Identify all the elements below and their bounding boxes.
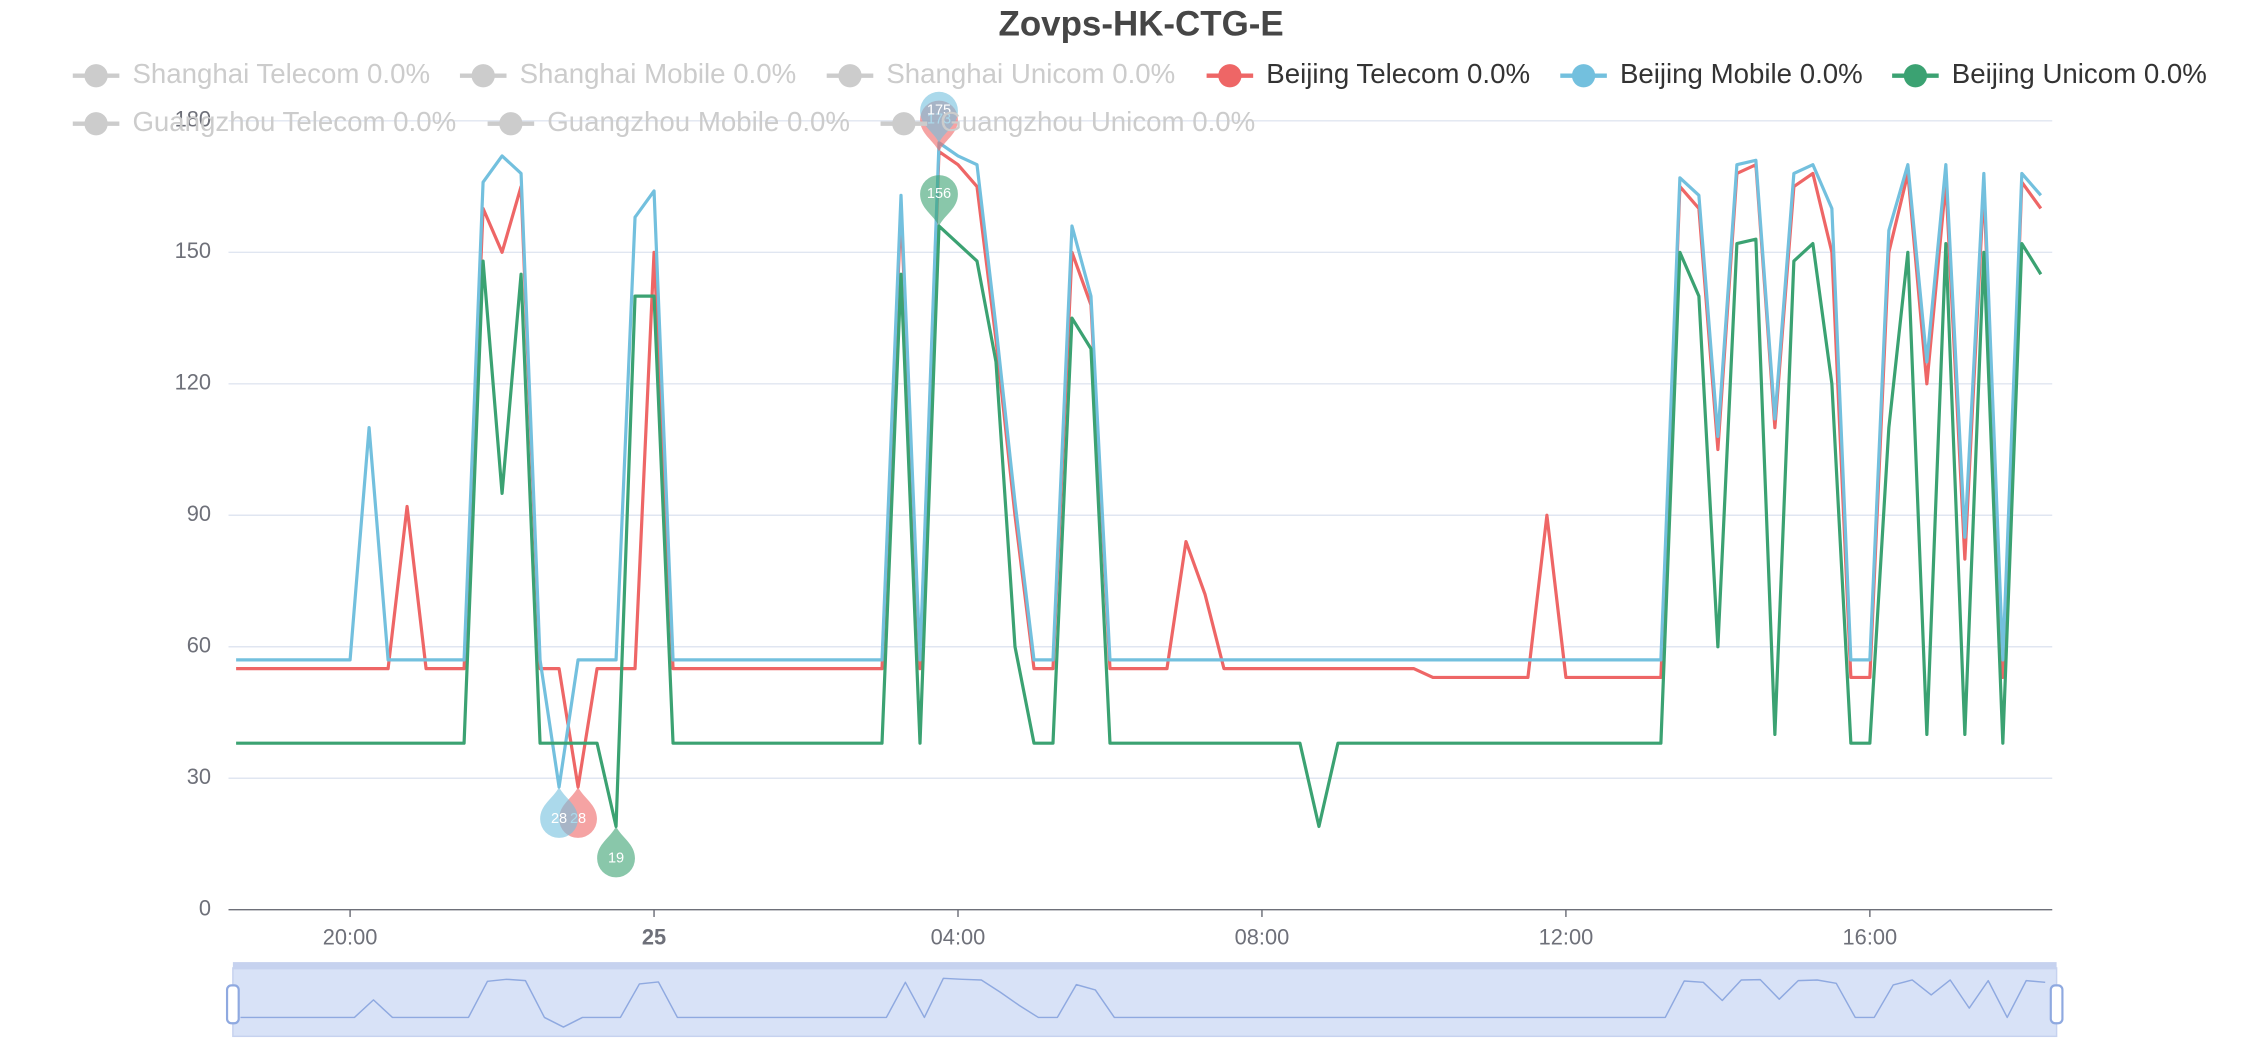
- legend-item[interactable]: Guangzhou Mobile 0.0%: [487, 106, 850, 137]
- legend-item[interactable]: Beijing Unicom 0.0%: [1892, 58, 2207, 89]
- legend-dot: [499, 112, 523, 136]
- legend-dot: [84, 64, 108, 88]
- y-tick-label: 180: [175, 107, 211, 132]
- legend-dot: [1903, 64, 1928, 88]
- marker-pin: [597, 826, 635, 878]
- series-line: [236, 149, 2043, 789]
- series-line: [236, 224, 2043, 829]
- legend-item[interactable]: Beijing Telecom 0.0%: [1206, 58, 1530, 89]
- marker-label: 19: [608, 850, 624, 866]
- y-tick-label: 30: [187, 764, 211, 789]
- y-tick-label: 150: [175, 238, 211, 263]
- x-tick-label: 25: [642, 925, 666, 950]
- marker-pin: [540, 786, 578, 838]
- x-tick-label: 12:00: [1539, 925, 1594, 950]
- legend-label: Guangzhou Telecom 0.0%: [132, 106, 456, 137]
- legend-item[interactable]: Shanghai Telecom 0.0%: [72, 58, 430, 89]
- y-tick-label: 60: [187, 633, 211, 658]
- legend-label: Beijing Telecom 0.0%: [1266, 58, 1530, 89]
- legend-dot: [892, 112, 916, 136]
- legend-label: Beijing Mobile 0.0%: [1620, 58, 1863, 89]
- zoom-preview: [240, 977, 2046, 1028]
- y-tick-label: 0: [199, 895, 211, 920]
- y-tick-label: 120: [175, 370, 211, 395]
- legend-dot: [471, 64, 495, 88]
- marker-label: 175: [927, 103, 951, 119]
- legend-label: Guangzhou Mobile 0.0%: [547, 106, 850, 137]
- y-tick-label: 90: [187, 501, 211, 526]
- legend-item[interactable]: Shanghai Unicom 0.0%: [826, 58, 1176, 89]
- legend-label: Guangzhou Unicom 0.0%: [940, 106, 1255, 137]
- legend-label: Shanghai Telecom 0.0%: [132, 58, 430, 89]
- series-line: [236, 141, 2043, 789]
- chart-title: Zovps-HK-CTG-E: [999, 4, 1284, 43]
- zoom-handle[interactable]: [225, 984, 240, 1025]
- x-tick-label: 04:00: [931, 925, 986, 950]
- marker-label: 28: [551, 811, 567, 827]
- marker-pin: [920, 91, 958, 143]
- legend-item[interactable]: Beijing Mobile 0.0%: [1560, 58, 1863, 89]
- legend-item[interactable]: Guangzhou Unicom 0.0%: [880, 106, 1256, 137]
- legend-dot: [1218, 64, 1242, 88]
- marker-pin: [920, 175, 958, 227]
- legend-label: Shanghai Unicom 0.0%: [886, 58, 1175, 89]
- zoom-track: [232, 967, 2058, 1038]
- zoom-top-bar[interactable]: [232, 962, 2057, 970]
- legend-dot: [838, 64, 862, 88]
- marker-label: 156: [927, 186, 951, 202]
- x-tick-label: 08:00: [1235, 925, 1290, 950]
- legend-label: Shanghai Mobile 0.0%: [520, 58, 797, 89]
- legend-dot: [84, 112, 108, 136]
- zoom-handle[interactable]: [2049, 984, 2064, 1025]
- x-tick-label: 16:00: [1843, 925, 1898, 950]
- legend-dot: [1571, 64, 1596, 88]
- legend-item[interactable]: Shanghai Mobile 0.0%: [459, 58, 797, 89]
- x-tick-label: 20:00: [323, 925, 378, 950]
- legend-label: Beijing Unicom 0.0%: [1952, 58, 2207, 89]
- legend-item[interactable]: Guangzhou Telecom 0.0%: [72, 106, 456, 137]
